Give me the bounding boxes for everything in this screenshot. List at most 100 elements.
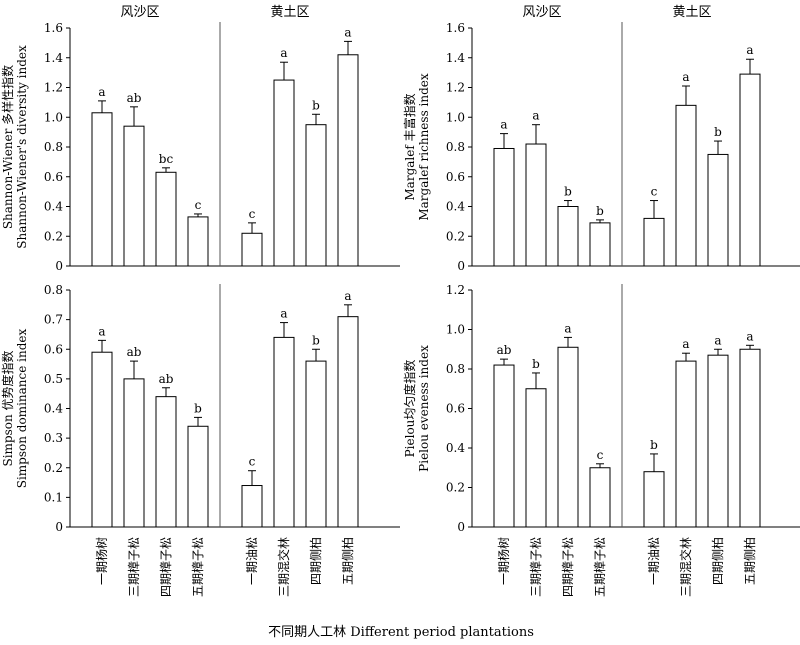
bar [305, 124, 327, 267]
y-tick-label: 1.4 [44, 51, 63, 65]
y-tick-label: 1.6 [446, 21, 465, 35]
significance-letter: a [746, 43, 753, 57]
bar [337, 54, 359, 267]
significance-letter: b [312, 333, 320, 347]
y-tick-label: 0.7 [44, 313, 63, 327]
significance-letter: ab [497, 343, 512, 357]
significance-letter: a [682, 70, 689, 84]
y-tick-label: 0.8 [44, 140, 63, 154]
bar [187, 425, 209, 528]
bar [739, 73, 761, 267]
category-label: 四期侧柏 [710, 537, 725, 585]
significance-letter: a [344, 289, 351, 303]
y-tick-label: 0 [457, 520, 465, 534]
category-label: 四期樟子松 [560, 537, 575, 597]
bar [739, 348, 761, 528]
bar [493, 364, 515, 528]
category-label: 五期侧柏 [340, 537, 355, 585]
significance-letter: b [596, 204, 604, 218]
significance-letter: b [532, 357, 540, 371]
y-tick-label: 1.2 [446, 81, 465, 95]
y-tick-label: 0.6 [44, 170, 63, 184]
y-tick-label: 0.2 [446, 481, 465, 495]
y-tick-label: 0.6 [446, 402, 465, 416]
significance-letter: ab [127, 91, 142, 105]
significance-letter: b [564, 185, 572, 199]
y-tick-label: 1.0 [446, 110, 465, 124]
bar [123, 378, 145, 528]
significance-letter: c [597, 448, 604, 462]
y-axis-label-cn: Pielou均匀度指数 [402, 360, 417, 458]
y-tick-label: 0.5 [44, 372, 63, 386]
bar [187, 216, 209, 267]
y-tick-label: 1.0 [446, 323, 465, 337]
y-tick-label: 0.8 [44, 283, 63, 297]
category-label: 三期樟子松 [528, 537, 543, 597]
significance-letter: a [280, 307, 287, 321]
y-axis-label-en: Pielou eveness index [417, 345, 431, 472]
category-label: 一期油松 [647, 537, 661, 585]
category-label: 三期樟子松 [126, 537, 141, 597]
y-tick-label: 0.4 [44, 402, 63, 416]
bar [643, 217, 665, 267]
y-tick-label: 1.4 [446, 51, 465, 65]
bar [707, 354, 729, 528]
y-tick-label: 0 [55, 259, 63, 273]
y-tick-label: 0.1 [44, 490, 63, 504]
y-axis-label-cn: Margalef 丰富指数 [402, 93, 417, 200]
category-label: 五期樟子松 [190, 537, 205, 597]
panels: 0 0.2 0.4 0.6 0.8 1.0 1.2 1.4 1.6 风沙区 黄土区 Shannon-W… [0, 5, 800, 534]
y-tick-label: 1.6 [44, 21, 63, 35]
y-axis-label-en: Shannon-Wiener's diversity index [15, 45, 29, 249]
group-label: 风沙区 [522, 5, 561, 20]
bar [589, 222, 611, 267]
significance-letter: a [500, 118, 507, 132]
y-tick-label: 0.6 [44, 342, 63, 356]
category-label: 四期樟子松 [158, 537, 173, 597]
group-label: 黄土区 [270, 5, 309, 20]
y-tick-label: 0.2 [446, 229, 465, 243]
significance-letter: c [249, 455, 256, 469]
bar [557, 346, 579, 528]
category-label: 一期杨树 [94, 537, 109, 585]
chart-panel: 0 0.1 0.2 0.3 0.4 0.5 0.6 0.7 0.8 Simpson 优势度指数 Si… [0, 283, 400, 534]
bar [589, 467, 611, 528]
category-label: 五期樟子松 [592, 537, 607, 597]
y-tick-label: 0.4 [446, 441, 465, 455]
y-axis-label-cn: Simpson 优势度指数 [0, 350, 15, 466]
bar [675, 104, 697, 267]
bar [155, 396, 177, 528]
y-tick-label: 0.4 [44, 200, 63, 214]
significance-letter: b [194, 401, 202, 415]
category-label: 一期油松 [245, 537, 259, 585]
y-tick-label: 0.8 [446, 362, 465, 376]
significance-letter: b [650, 438, 658, 452]
y-tick-label: 0.2 [44, 229, 63, 243]
category-label: 三期混交林 [678, 537, 693, 597]
significance-letter: b [312, 98, 320, 112]
significance-letter: a [564, 321, 571, 335]
y-tick-label: 1.2 [44, 81, 63, 95]
significance-letter: a [746, 329, 753, 343]
bar [91, 112, 113, 267]
bar [525, 388, 547, 528]
group-label: 黄土区 [672, 5, 711, 20]
x-axis-title: 不同期人工林 Different period plantations [268, 625, 534, 640]
group-label: 风沙区 [120, 5, 159, 20]
bar [525, 143, 547, 267]
bar [273, 336, 295, 528]
y-tick-label: 0.3 [44, 431, 63, 445]
y-tick-label: 0 [457, 259, 465, 273]
category-labels: 一期杨树 三期樟子松 四期樟子松 五期樟子松 一期油松 三期混交林 四期侧柏 五期侧柏 一期杨树… [94, 537, 757, 597]
y-tick-label: 0.2 [44, 461, 63, 475]
chart-panel: 0 0.2 0.4 0.6 0.8 1.0 1.2 1.4 1.6 风沙区 黄土区 Shannon-W… [0, 5, 400, 273]
significance-letter: c [651, 185, 658, 199]
significance-letter: ab [159, 372, 174, 386]
significance-letter: a [714, 333, 721, 347]
bar [707, 153, 729, 267]
y-axis-label-cn: Shannon-Wiener 多样性指数 [0, 65, 15, 229]
y-tick-label: 0.6 [446, 170, 465, 184]
category-label: 四期侧柏 [308, 537, 323, 585]
bar [241, 485, 263, 528]
